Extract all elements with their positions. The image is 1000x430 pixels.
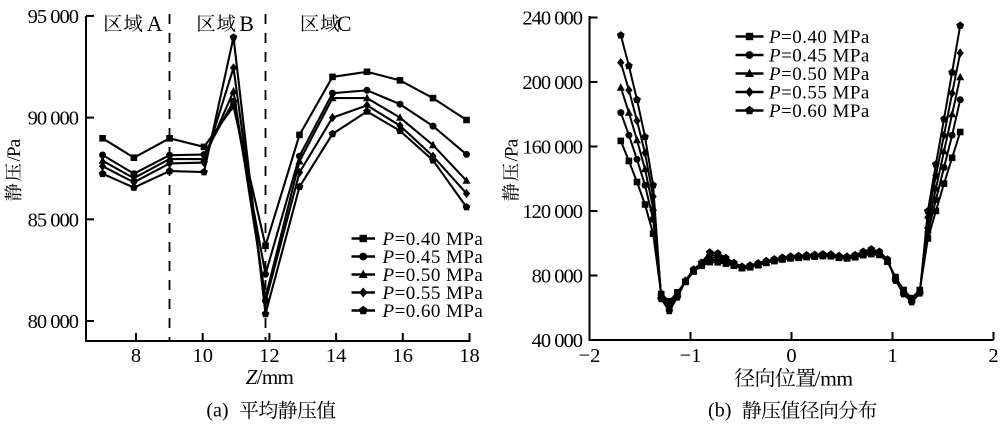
svg-text:A: A bbox=[147, 11, 163, 36]
svg-text:8: 8 bbox=[131, 345, 141, 367]
svg-text:2: 2 bbox=[988, 345, 998, 367]
svg-text:16: 16 bbox=[393, 345, 414, 367]
svg-text:P=0.40 MPa: P=0.40 MPa bbox=[382, 229, 484, 250]
svg-text:P=0.60 MPa: P=0.60 MPa bbox=[768, 101, 870, 122]
svg-text:P=0.40 MPa: P=0.40 MPa bbox=[768, 27, 870, 48]
svg-text:P=0.55 MPa: P=0.55 MPa bbox=[382, 283, 484, 304]
svg-text:P=0.60 MPa: P=0.60 MPa bbox=[382, 301, 484, 322]
svg-text:(a): (a) bbox=[206, 400, 228, 422]
svg-text:(b): (b) bbox=[708, 400, 731, 422]
svg-text:B: B bbox=[239, 11, 254, 36]
svg-text:14: 14 bbox=[326, 345, 347, 367]
svg-text:80 000: 80 000 bbox=[28, 311, 79, 333]
svg-text:85 000: 85 000 bbox=[28, 209, 79, 231]
svg-text:240 000: 240 000 bbox=[522, 8, 582, 30]
svg-text:/Pa: /Pa bbox=[4, 138, 25, 161]
svg-text:P=0.45 MPa: P=0.45 MPa bbox=[768, 45, 870, 66]
svg-text:C: C bbox=[337, 11, 352, 36]
svg-text:10: 10 bbox=[192, 345, 213, 367]
svg-text:90 000: 90 000 bbox=[28, 108, 79, 130]
svg-text:160 000: 160 000 bbox=[522, 137, 582, 159]
svg-text:1: 1 bbox=[887, 345, 897, 367]
svg-text:95 000: 95 000 bbox=[28, 6, 79, 28]
svg-text:−1: −1 bbox=[680, 345, 702, 367]
svg-text:P=0.50 MPa: P=0.50 MPa bbox=[768, 64, 870, 85]
svg-text:200 000: 200 000 bbox=[522, 72, 582, 94]
svg-text:18: 18 bbox=[459, 345, 480, 367]
svg-text:12: 12 bbox=[259, 345, 280, 367]
svg-text:0: 0 bbox=[786, 345, 796, 367]
svg-text:P=0.50 MPa: P=0.50 MPa bbox=[382, 265, 484, 286]
svg-text:−2: −2 bbox=[579, 345, 601, 367]
svg-text:Z/mm: Z/mm bbox=[246, 365, 294, 389]
svg-text:40 000: 40 000 bbox=[532, 330, 583, 352]
svg-text:P=0.45 MPa: P=0.45 MPa bbox=[382, 247, 484, 268]
svg-text:80 000: 80 000 bbox=[532, 266, 583, 288]
svg-text:120 000: 120 000 bbox=[522, 201, 582, 223]
svg-text:/Pa: /Pa bbox=[502, 138, 523, 161]
svg-text:/mm: /mm bbox=[815, 367, 854, 391]
svg-text:P=0.55 MPa: P=0.55 MPa bbox=[768, 82, 870, 103]
